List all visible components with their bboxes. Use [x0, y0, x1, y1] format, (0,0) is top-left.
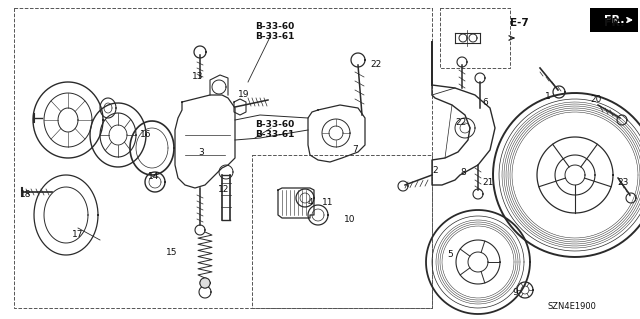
Text: 19: 19: [238, 90, 250, 99]
Text: 18: 18: [20, 190, 31, 199]
Text: FR.: FR.: [604, 15, 625, 25]
Text: 21: 21: [482, 178, 493, 187]
Text: B-33-60
B-33-61: B-33-60 B-33-61: [255, 22, 294, 41]
Text: 13: 13: [192, 72, 204, 81]
Text: 22: 22: [370, 60, 381, 69]
Text: 15: 15: [166, 248, 177, 257]
Text: 3: 3: [198, 148, 204, 157]
Text: 11: 11: [322, 198, 333, 207]
Text: FR.: FR.: [604, 18, 625, 28]
Text: 12: 12: [218, 185, 229, 194]
Text: B-33-60
B-33-61: B-33-60 B-33-61: [255, 120, 294, 139]
Text: 16: 16: [140, 130, 152, 139]
Text: 14: 14: [148, 172, 159, 181]
Text: 10: 10: [344, 215, 355, 224]
Text: 22: 22: [455, 118, 467, 127]
Text: SZN4E1900: SZN4E1900: [548, 302, 597, 311]
Text: 1: 1: [545, 92, 551, 101]
Text: E-7: E-7: [510, 18, 529, 28]
Text: 23: 23: [617, 178, 628, 187]
Text: 4: 4: [308, 198, 314, 207]
Text: 2: 2: [432, 166, 438, 175]
Text: 6: 6: [482, 98, 488, 107]
Text: 8: 8: [460, 168, 466, 177]
Text: 9: 9: [512, 288, 518, 297]
Text: 7: 7: [352, 145, 358, 154]
Circle shape: [200, 278, 210, 288]
Text: 20: 20: [590, 95, 602, 104]
FancyBboxPatch shape: [590, 8, 638, 32]
Text: 5: 5: [447, 250, 452, 259]
Text: 17: 17: [72, 230, 83, 239]
